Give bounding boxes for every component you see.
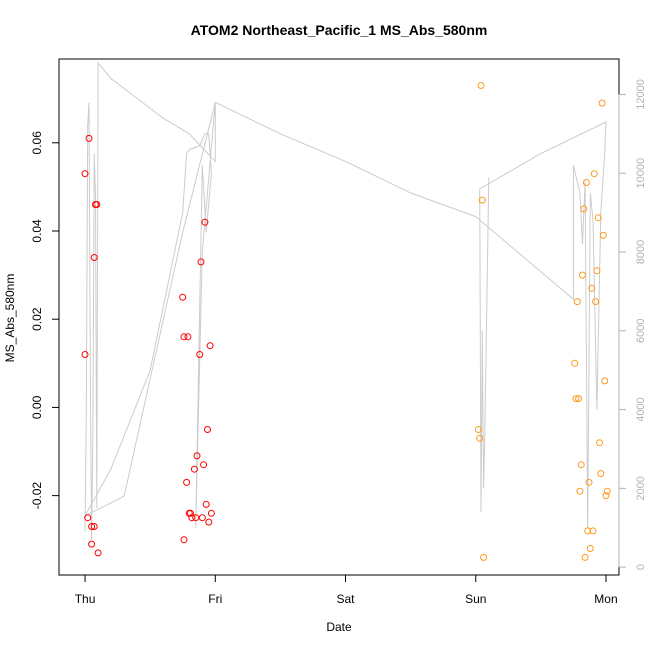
data-point-red-7 <box>90 254 98 261</box>
x-axis-label: Date <box>326 620 352 634</box>
data-point-red-30 <box>206 342 214 350</box>
data-point-orange-1 <box>476 434 484 442</box>
data-point-orange-7 <box>573 298 581 306</box>
data-point-red-21 <box>193 452 201 460</box>
data-point-red-14 <box>183 478 191 486</box>
data-point-orange-28 <box>601 377 609 385</box>
y-tick-label-0: -0.02 <box>30 482 44 510</box>
data-point-orange-29 <box>602 492 610 500</box>
data-point-orange-13 <box>581 553 589 561</box>
x-tick-label-sun: Sun <box>465 592 486 606</box>
data-point-orange-16 <box>585 478 593 486</box>
data-point-red-27 <box>202 500 210 508</box>
data-point-red-17 <box>187 509 194 517</box>
y2-tick-label-4: 8000 <box>635 240 647 264</box>
data-point-orange-4 <box>480 553 488 561</box>
data-point-orange-0 <box>474 426 482 433</box>
data-point-red-9 <box>93 201 101 208</box>
data-point-orange-25 <box>597 470 605 478</box>
y-axis-label: MS_Abs_580nm <box>3 274 17 363</box>
data-point-orange-11 <box>579 271 586 279</box>
data-point-red-25 <box>200 461 208 469</box>
data-point-red-4 <box>88 540 96 548</box>
data-point-orange-6 <box>572 395 580 403</box>
x-tick-label-fri: Fri <box>208 592 222 606</box>
y2-tick-label-2: 4000 <box>635 397 647 421</box>
data-point-orange-5 <box>571 359 579 367</box>
x-tick-label-thu: Thu <box>75 592 96 606</box>
data-point-red-0 <box>81 170 89 178</box>
data-point-orange-18 <box>588 284 596 292</box>
data-point-orange-20 <box>590 170 598 178</box>
data-point-orange-17 <box>586 545 594 552</box>
y-tick-label-3: 0.04 <box>30 219 44 243</box>
y2-tick-label-3: 6000 <box>635 319 647 343</box>
data-point-red-20 <box>192 514 200 522</box>
plot-layer: Thu Fri Sat Sun Mon -0.02 0.00 0.02 0.04 0.06 0 200… <box>30 58 647 606</box>
data-point-red-19 <box>190 465 198 473</box>
data-point-orange-12 <box>580 205 588 213</box>
data-point-red-10 <box>94 549 102 557</box>
data-point-orange-14 <box>582 179 590 186</box>
data-point-red-22 <box>196 351 204 358</box>
data-point-red-15 <box>184 333 192 341</box>
data-point-red-2 <box>84 514 92 522</box>
x-tick-label-mon: Mon <box>594 592 617 606</box>
chart-title: ATOM2 Northeast_Pacific_1 MS_Abs_580nm <box>191 22 488 38</box>
data-point-red-1 <box>81 351 89 358</box>
data-point-red-13 <box>180 536 188 544</box>
data-point-orange-3 <box>478 196 486 204</box>
data-point-red-26 <box>201 218 209 226</box>
secondary-series-line <box>83 61 607 540</box>
data-point-red-23 <box>197 258 205 266</box>
y2-tick-label-1: 2000 <box>635 476 647 500</box>
data-point-orange-2 <box>477 82 485 89</box>
data-point-red-28 <box>204 426 211 433</box>
data-point-orange-21 <box>592 298 600 306</box>
data-point-red-3 <box>85 134 93 142</box>
data-point-red-5 <box>88 523 96 530</box>
y2-tick-label-6: 12000 <box>635 79 647 110</box>
y-tick-label-2: 0.02 <box>30 307 44 331</box>
y-tick-label-4: 0.06 <box>30 131 44 155</box>
data-point-orange-19 <box>589 527 597 535</box>
y2-tick-label-0: 0 <box>635 564 647 570</box>
x-tick-label-sat: Sat <box>337 592 356 606</box>
data-point-orange-9 <box>576 487 584 495</box>
y-tick-label-1: 0.00 <box>30 395 44 419</box>
data-point-orange-30 <box>603 487 611 495</box>
data-point-red-31 <box>207 509 215 517</box>
y2-tick-label-5: 10000 <box>635 158 647 189</box>
data-point-orange-22 <box>593 267 601 275</box>
data-point-orange-24 <box>596 439 603 447</box>
data-point-orange-27 <box>599 231 607 239</box>
data-point-red-11 <box>179 293 187 301</box>
data-point-red-29 <box>205 518 213 526</box>
data-point-orange-26 <box>598 99 606 107</box>
data-point-orange-10 <box>577 461 585 469</box>
data-point-orange-8 <box>575 395 583 403</box>
data-point-red-12 <box>180 333 188 341</box>
data-point-orange-15 <box>584 527 592 535</box>
data-point-orange-23 <box>594 214 602 222</box>
data-point-red-24 <box>198 514 206 522</box>
data-point-red-18 <box>188 514 196 522</box>
data-point-red-6 <box>90 523 98 530</box>
